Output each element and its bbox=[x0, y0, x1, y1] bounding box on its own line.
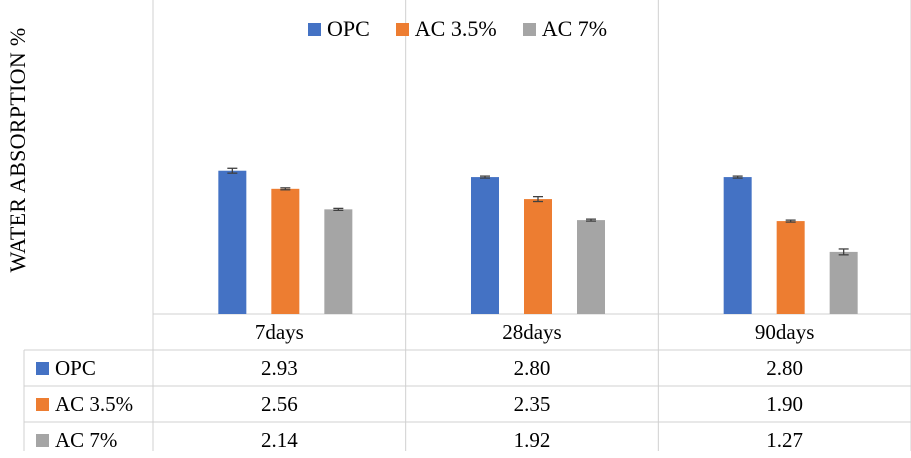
data-label: 2.80 bbox=[513, 355, 551, 380]
bar-ac-3-5--28days bbox=[524, 199, 552, 314]
data-label: 2.80 bbox=[766, 355, 804, 380]
data-label: 1.92 bbox=[513, 427, 551, 452]
table-legend-swatch bbox=[36, 433, 49, 447]
legend-item: AC 3.5% bbox=[395, 16, 497, 42]
data-label: 1.27 bbox=[766, 427, 804, 452]
bar-opc-7days bbox=[218, 170, 247, 314]
data-label: 2.93 bbox=[260, 355, 298, 380]
bar-ac-7--28days bbox=[577, 220, 605, 314]
data-label: 2.14 bbox=[260, 427, 298, 452]
table-series-name: AC 3.5% bbox=[55, 391, 134, 416]
x-tick-label: 7days bbox=[254, 319, 304, 344]
data-label: 2.56 bbox=[260, 391, 298, 416]
bar-opc-28days bbox=[471, 177, 499, 314]
bar-opc-90days bbox=[723, 177, 752, 314]
data-label: 2.35 bbox=[513, 391, 551, 416]
legend: OPC AC 3.5% AC 7% bbox=[308, 16, 633, 42]
legend-label: AC 7% bbox=[541, 16, 608, 41]
bar-ac-3-5--7days bbox=[271, 188, 300, 314]
legend-swatch bbox=[522, 22, 536, 36]
error-bar bbox=[838, 248, 849, 256]
error-bar bbox=[333, 207, 344, 211]
error-bar bbox=[785, 219, 796, 223]
table-series-label: AC 3.5% bbox=[0, 386, 153, 422]
bar-ac-7--90days bbox=[829, 251, 858, 314]
bar-ac-7--7days bbox=[324, 209, 353, 314]
table-series-label: AC 7% bbox=[0, 422, 153, 458]
legend-item: AC 7% bbox=[522, 16, 608, 42]
error-bar bbox=[227, 167, 238, 174]
table-series-name: AC 7% bbox=[55, 427, 118, 452]
x-tick-label: 90days bbox=[754, 319, 815, 344]
legend-label: AC 3.5% bbox=[414, 16, 497, 41]
error-bar bbox=[533, 195, 543, 203]
legend-item: OPC bbox=[308, 16, 370, 42]
legend-swatch bbox=[308, 22, 321, 36]
legend-label: OPC bbox=[327, 16, 370, 41]
error-bar bbox=[732, 175, 743, 179]
error-bar bbox=[480, 175, 490, 179]
table-series-label: OPC bbox=[0, 350, 153, 386]
table-series-name: OPC bbox=[55, 355, 96, 380]
legend-swatch bbox=[395, 22, 409, 36]
error-bar bbox=[280, 187, 291, 191]
error-bar bbox=[586, 218, 596, 222]
table-legend-swatch bbox=[36, 397, 49, 411]
x-tick-label: 28days bbox=[502, 319, 562, 344]
data-label: 1.90 bbox=[766, 391, 804, 416]
bar-ac-3-5--90days bbox=[776, 221, 805, 314]
table-legend-swatch bbox=[36, 361, 49, 375]
